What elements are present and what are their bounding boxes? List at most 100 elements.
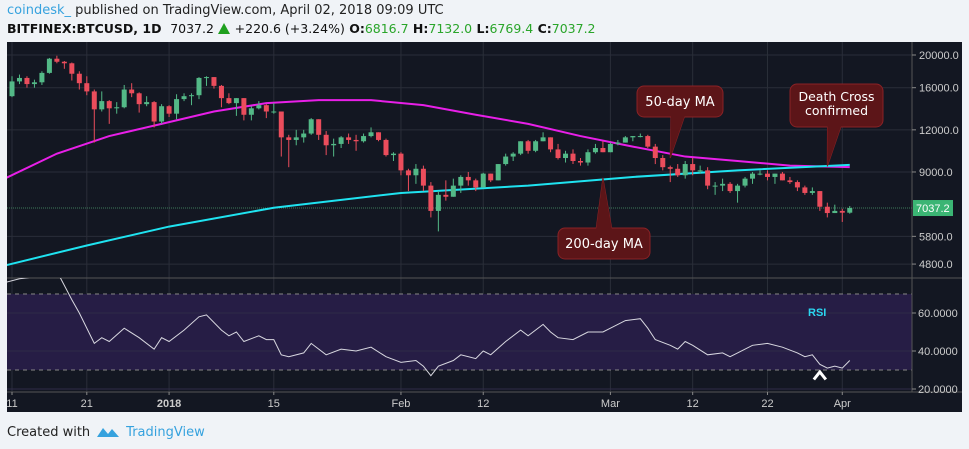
candle-body bbox=[420, 168, 426, 186]
candle bbox=[435, 191, 441, 232]
candle bbox=[495, 164, 501, 181]
candle-body bbox=[413, 168, 419, 176]
candle-body bbox=[144, 102, 150, 105]
candle-body bbox=[376, 132, 382, 140]
candle bbox=[383, 138, 389, 157]
candle bbox=[166, 105, 172, 117]
candle-body bbox=[577, 161, 583, 163]
candle-body bbox=[166, 106, 172, 114]
candle bbox=[181, 93, 187, 102]
candle-body bbox=[323, 134, 329, 146]
candle bbox=[211, 77, 217, 89]
candle bbox=[809, 187, 815, 195]
candle-body bbox=[346, 137, 352, 140]
candle bbox=[637, 133, 643, 138]
candle-body bbox=[764, 173, 770, 177]
up-triangle-icon bbox=[218, 23, 231, 34]
candle-body bbox=[16, 77, 22, 82]
symbol: BITFINEX:BTCUSD, 1D bbox=[7, 21, 162, 36]
candle-body bbox=[787, 180, 793, 183]
candle-body bbox=[839, 210, 845, 213]
candle bbox=[465, 171, 471, 186]
candle-body bbox=[473, 180, 479, 188]
callout-text: 200-day MA bbox=[565, 237, 643, 252]
candle bbox=[106, 100, 112, 124]
candle-body bbox=[383, 139, 389, 156]
candle bbox=[548, 137, 554, 153]
candle bbox=[764, 170, 770, 181]
candle-body bbox=[31, 82, 37, 85]
candle bbox=[293, 129, 299, 146]
candle bbox=[99, 91, 105, 112]
time-tick-label: 15 bbox=[268, 398, 280, 410]
candle bbox=[824, 202, 830, 218]
candle bbox=[54, 55, 60, 64]
candle-body bbox=[218, 85, 224, 99]
candle-body bbox=[301, 133, 307, 138]
candle-body bbox=[368, 132, 374, 137]
candle bbox=[802, 185, 808, 195]
candle bbox=[742, 176, 748, 188]
candle-body bbox=[555, 149, 561, 159]
candle-body bbox=[712, 185, 718, 187]
candle bbox=[331, 138, 337, 157]
candle bbox=[316, 119, 322, 140]
price-tick-label: 16000.0 bbox=[919, 83, 959, 95]
callout-pointer-fill bbox=[596, 177, 612, 230]
candle bbox=[286, 134, 292, 168]
rsi-tick-label: 40.0000 bbox=[918, 346, 958, 358]
symbol-info: BITFINEX:BTCUSD, 1D 7037.2 +220.6 (+3.24… bbox=[7, 21, 596, 36]
candle bbox=[376, 132, 382, 142]
candle-body bbox=[458, 176, 464, 186]
high-value: 7132.0 bbox=[428, 21, 473, 36]
candle bbox=[31, 79, 37, 88]
candle bbox=[690, 158, 696, 176]
candle-body bbox=[7, 96, 8, 99]
candle-body bbox=[196, 77, 202, 96]
candle bbox=[323, 131, 329, 156]
candle bbox=[233, 98, 239, 116]
candle bbox=[398, 152, 404, 176]
candle bbox=[727, 182, 733, 193]
candle-body bbox=[398, 153, 404, 171]
candle-body bbox=[772, 173, 778, 177]
candle bbox=[705, 167, 711, 190]
candle bbox=[301, 129, 307, 143]
candle bbox=[353, 134, 359, 151]
rsi-line bbox=[7, 278, 851, 377]
candle-body bbox=[443, 194, 449, 197]
candle bbox=[712, 182, 718, 195]
candle-body bbox=[495, 164, 501, 181]
candle-body bbox=[226, 98, 232, 104]
callout-text: confirmed bbox=[805, 103, 868, 118]
callout-text: 50-day MA bbox=[645, 95, 714, 110]
candle-body bbox=[450, 185, 456, 197]
candle bbox=[488, 173, 494, 183]
candle-body bbox=[203, 77, 209, 79]
candle bbox=[585, 149, 591, 166]
time-tick-label: 22 bbox=[761, 398, 773, 410]
footer: Created with TradingView bbox=[7, 424, 205, 440]
candle-body bbox=[256, 105, 262, 109]
candle-body bbox=[697, 170, 703, 172]
candle bbox=[308, 118, 314, 135]
author-link[interactable]: coindesk_ bbox=[7, 3, 72, 18]
last-price: 7037.2 bbox=[170, 21, 214, 36]
candle bbox=[622, 136, 628, 143]
candle bbox=[577, 158, 583, 166]
candle bbox=[368, 127, 374, 138]
candle-body bbox=[615, 142, 621, 144]
callout-pointer-fill bbox=[670, 115, 685, 159]
candle-body bbox=[99, 101, 105, 110]
candle-body bbox=[750, 173, 756, 179]
open-value: 6816.7 bbox=[364, 21, 409, 36]
tradingview-link[interactable]: TradingView bbox=[126, 424, 205, 440]
candle bbox=[9, 76, 15, 98]
candle-body bbox=[727, 183, 733, 192]
candle bbox=[121, 84, 127, 109]
price-tick-label: 5800.0 bbox=[919, 231, 953, 243]
annotation-callout: 50-day MA bbox=[636, 85, 724, 159]
candle-body bbox=[271, 111, 277, 113]
